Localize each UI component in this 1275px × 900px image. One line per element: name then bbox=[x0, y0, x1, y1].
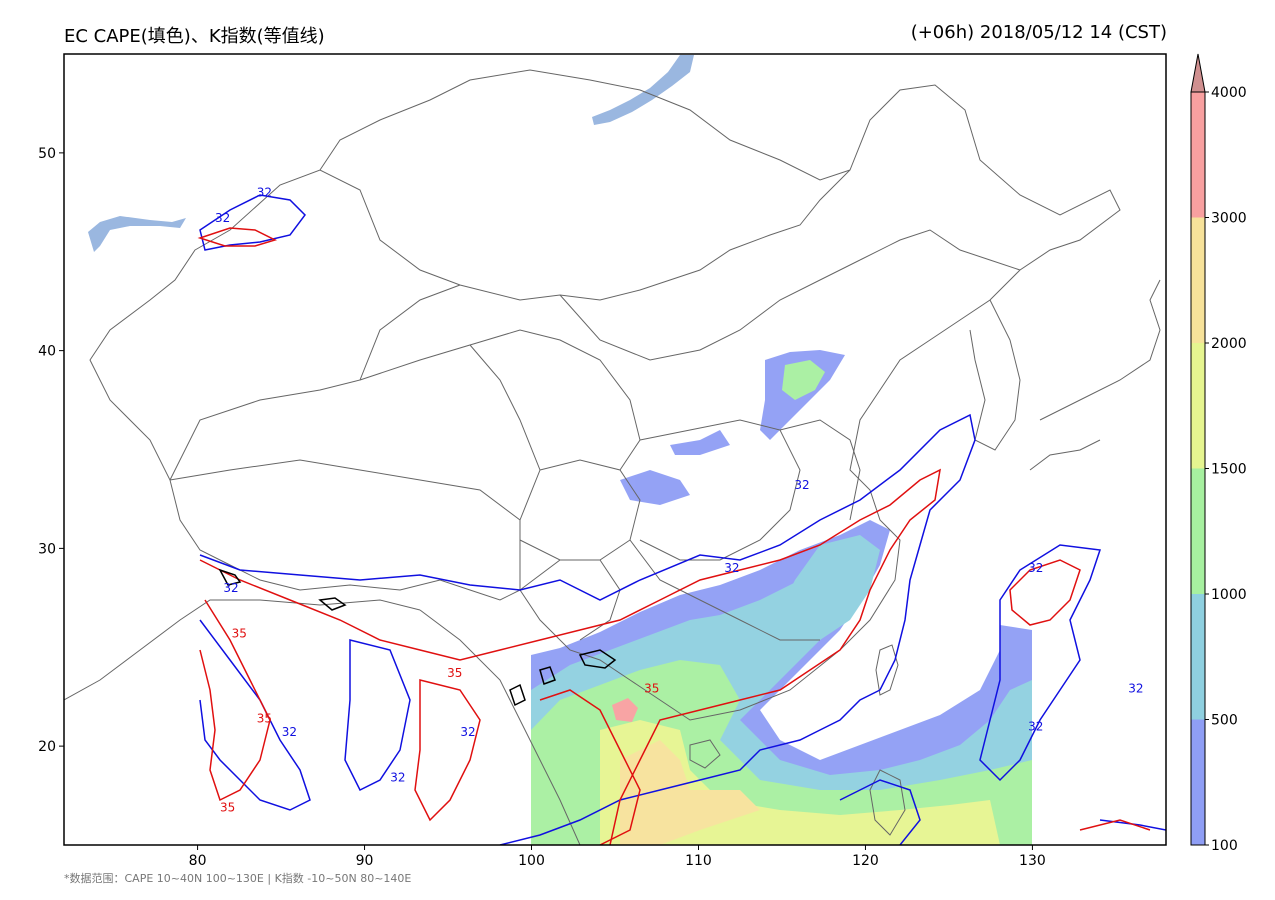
forecast-time: (+06h) 2018/05/12 14 (CST) bbox=[910, 22, 1167, 43]
lat-axis: 20 30 40 50 bbox=[38, 146, 64, 755]
contour-label: 32 bbox=[390, 771, 405, 785]
contour-label: 32 bbox=[1028, 719, 1043, 733]
k32-contour-southwest bbox=[199, 619, 311, 811]
data-range-footnote: *数据范围：CAPE 10~40N 100~130E | K指数 -10~50N… bbox=[64, 872, 412, 885]
lon-tick-label: 130 bbox=[1019, 853, 1046, 869]
contour-label: 35 bbox=[232, 626, 247, 640]
k-contours-35 bbox=[197, 227, 1151, 845]
lake-baikal bbox=[592, 55, 694, 125]
k35-contour-bay bbox=[414, 679, 481, 822]
lat-tick-label: 50 bbox=[38, 146, 56, 162]
cape-region-north-green bbox=[782, 360, 825, 400]
k35-contour-east-pacific bbox=[1009, 559, 1081, 626]
province-qinghai bbox=[359, 344, 541, 521]
colorbar-extend-arrow bbox=[1190, 53, 1206, 93]
province-gansu bbox=[469, 329, 641, 471]
k35-contour-india bbox=[199, 599, 271, 802]
k32-contour-south bbox=[199, 413, 976, 845]
colorbar-label: 3000 bbox=[1211, 211, 1247, 227]
k-contours-32 bbox=[199, 194, 1166, 845]
contour-label: 35 bbox=[447, 666, 462, 680]
province-yunnan bbox=[519, 559, 621, 641]
k32-contour-east-pacific bbox=[979, 544, 1102, 782]
cape-region-east bbox=[780, 535, 880, 640]
k35-contour-southeast bbox=[1079, 819, 1151, 831]
cape-region-hotspot bbox=[612, 698, 638, 722]
k35-contour-south bbox=[199, 468, 941, 845]
lat-tick-label: 20 bbox=[38, 739, 56, 755]
contour-label: 32 bbox=[794, 478, 809, 492]
cape-fill-layer bbox=[531, 350, 1032, 845]
contour-label: 32 bbox=[257, 185, 272, 199]
province-east bbox=[779, 419, 861, 521]
colorbar-label: 1000 bbox=[1211, 587, 1247, 603]
cape-region-mid2 bbox=[670, 430, 730, 455]
japan bbox=[1029, 279, 1161, 471]
lat-tick-label: 40 bbox=[38, 344, 56, 360]
hainan bbox=[689, 739, 721, 769]
k38-contour-1 bbox=[218, 568, 242, 586]
cape-region-south-orange bbox=[620, 740, 760, 845]
colorbar: 100 500 1000 1500 2000 3000 4000 bbox=[1190, 53, 1247, 854]
lon-tick-label: 120 bbox=[852, 853, 879, 869]
contour-label: 32 bbox=[460, 725, 475, 739]
india-border bbox=[64, 599, 421, 701]
colorbar-label: 100 bbox=[1211, 838, 1238, 854]
k38-contour-4 bbox=[509, 683, 526, 707]
k35-contour-northwest bbox=[197, 227, 278, 247]
map-area: 32 32 32 32 32 32 32 32 32 32 32 35 35 35 35 35 bbox=[64, 55, 1166, 845]
lake-balkhash bbox=[88, 216, 186, 252]
province-central bbox=[639, 419, 801, 561]
province-xinjiang bbox=[169, 284, 461, 481]
contour-label: 32 bbox=[223, 581, 238, 595]
boundaries bbox=[64, 69, 1161, 845]
lat-tick-label: 30 bbox=[38, 541, 56, 557]
contour-label: 32 bbox=[282, 725, 297, 739]
contour-label: 32 bbox=[1128, 682, 1143, 696]
lon-axis: 80 90 100 110 120 130 bbox=[189, 845, 1046, 869]
indochina bbox=[419, 609, 581, 845]
colorbar-label: 2000 bbox=[1211, 336, 1247, 352]
contour-label: 35 bbox=[257, 711, 272, 725]
colorbar-band bbox=[1191, 719, 1205, 845]
k-contours-38 bbox=[218, 568, 617, 707]
k32-contour-northwest bbox=[199, 194, 306, 251]
contour-label: 35 bbox=[644, 682, 659, 696]
china-border bbox=[89, 84, 1121, 721]
colorbar-band bbox=[1191, 594, 1205, 720]
k38-contour-5 bbox=[539, 666, 556, 685]
contour-label: 32 bbox=[724, 561, 739, 575]
contour-labels: 32 32 32 32 32 32 32 32 32 32 32 35 35 35 35 35 bbox=[215, 185, 1144, 814]
province-northeast bbox=[859, 229, 1021, 271]
k35-contour-southchina bbox=[539, 689, 641, 845]
k38-contour-2 bbox=[318, 597, 347, 611]
contour-label: 32 bbox=[215, 211, 230, 225]
province-inner-mongolia bbox=[559, 259, 861, 361]
k32-contour-southeast bbox=[839, 779, 921, 845]
colorbar-band bbox=[1191, 343, 1205, 469]
colorbar-label: 1500 bbox=[1211, 462, 1247, 478]
taiwan bbox=[875, 644, 899, 696]
colorbar-label: 500 bbox=[1211, 713, 1238, 729]
lon-tick-label: 80 bbox=[189, 853, 207, 869]
colorbar-label: 4000 bbox=[1211, 85, 1247, 101]
lon-tick-label: 100 bbox=[518, 853, 545, 869]
colorbar-band bbox=[1191, 468, 1205, 594]
mongolia-border bbox=[319, 69, 851, 181]
contour-label: 35 bbox=[220, 800, 235, 814]
k38-contour-3 bbox=[578, 649, 617, 669]
contour-label: 32 bbox=[1028, 561, 1043, 575]
lon-tick-label: 110 bbox=[685, 853, 712, 869]
cape-region-mid bbox=[620, 470, 690, 505]
korea bbox=[969, 299, 1021, 451]
map-title: EC CAPE(填色)、K指数(等值线) bbox=[64, 26, 325, 47]
k32-contour-bay bbox=[344, 639, 411, 792]
colorbar-band bbox=[1191, 92, 1205, 218]
province-tibet bbox=[169, 459, 521, 590]
colorbar-band bbox=[1191, 217, 1205, 343]
lon-tick-label: 90 bbox=[356, 853, 374, 869]
map-frame bbox=[63, 53, 1167, 846]
philippines bbox=[869, 769, 906, 836]
